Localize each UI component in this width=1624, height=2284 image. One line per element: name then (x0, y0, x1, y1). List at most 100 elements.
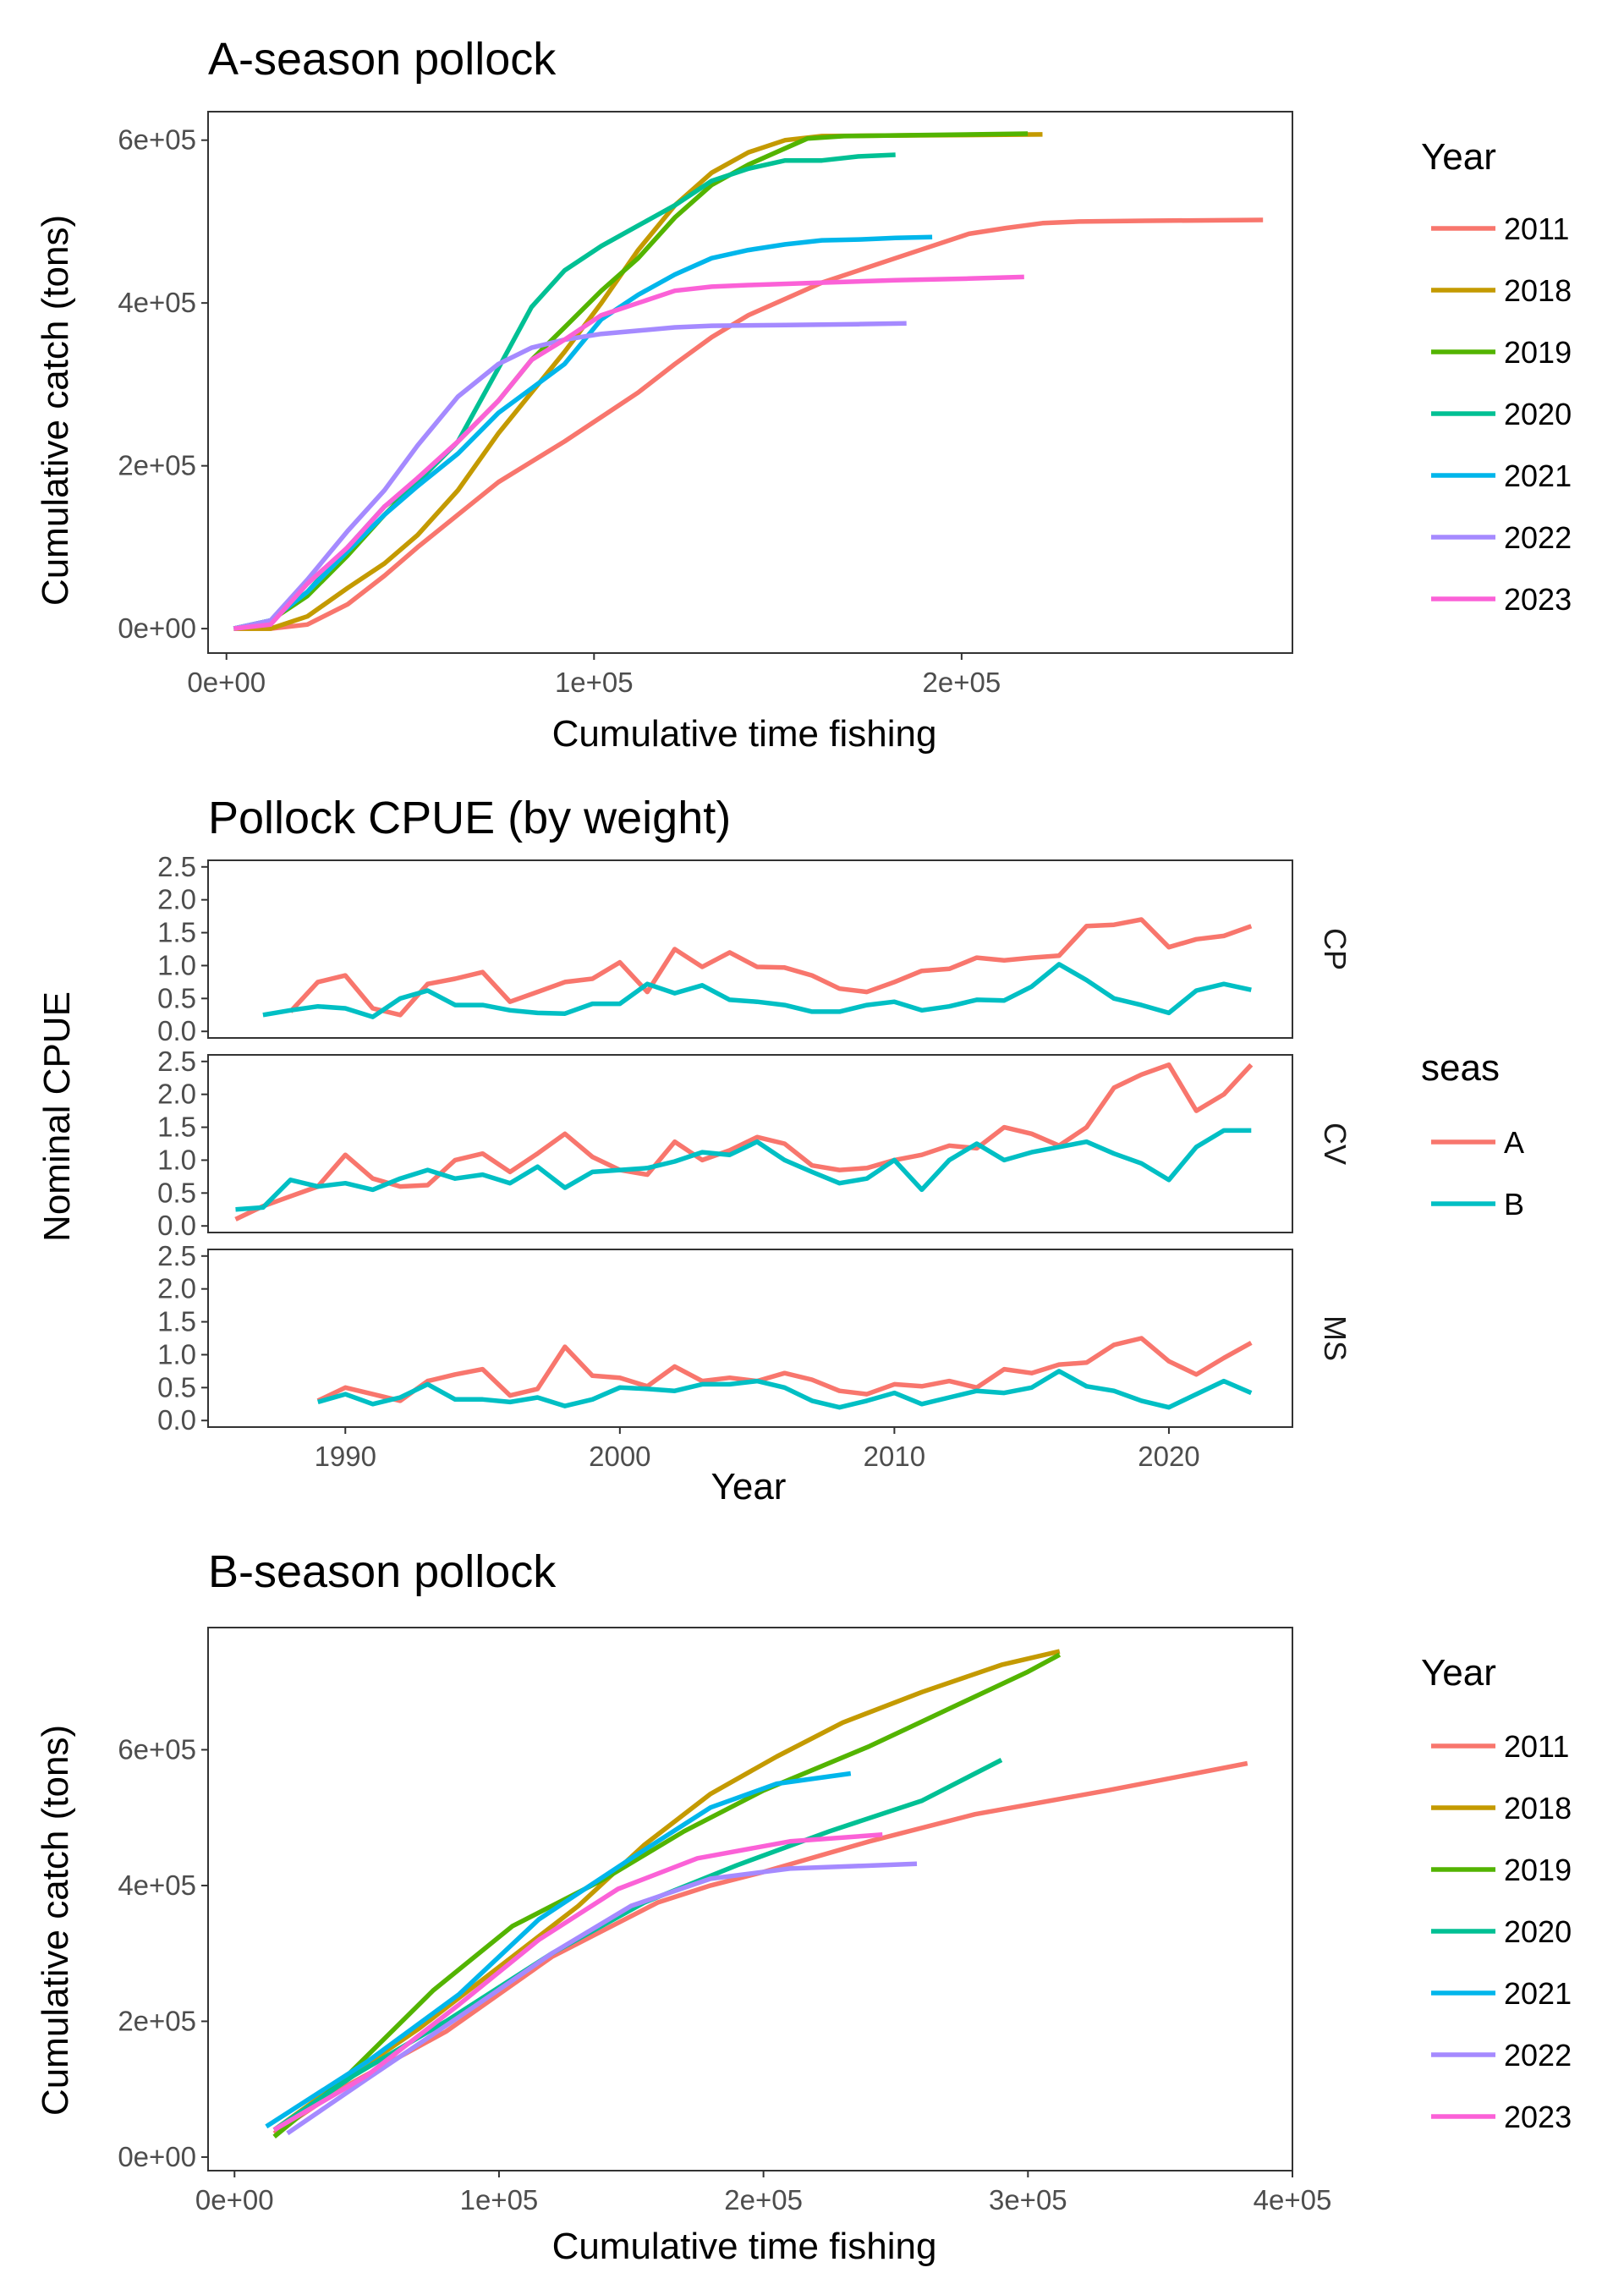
b-season-y-tick-label: 0e+00 (118, 2141, 196, 2172)
b-season-chart: B-season pollock Cumulative time fishing… (35, 1546, 1572, 2267)
a-season-line-2023 (233, 274, 1024, 631)
a-season-y-tick-label: 4e+05 (118, 287, 196, 318)
a-season-x-axis-title: Cumulative time fishing (552, 713, 937, 755)
b-season-legend-label-2018: 2018 (1504, 1791, 1572, 1826)
b-season-y-axis-title: Cumulative catch (tons) (35, 1725, 76, 2116)
b-season-axes: 0e+00 2e+05 4e+05 6e+05 0e+00 1e+05 2e+05 3e+05… (118, 1733, 1331, 2215)
b-season-legend-label-2022: 2022 (1504, 2038, 1572, 2073)
cpue-x-tick-label: 2020 (1138, 1441, 1199, 1472)
b-season-legend-label-2011: 2011 (1504, 1729, 1569, 1764)
cpue-x-axis-title: Year (711, 1466, 787, 1507)
a-season-line-2021 (233, 234, 933, 631)
b-season-x-tick-label: 4e+05 (1254, 2184, 1332, 2215)
cpue-y-tick-label: 2.5 (157, 1046, 196, 1077)
b-season-x-tick-label: 0e+00 (195, 2184, 274, 2215)
b-season-x-axis-title: Cumulative time fishing (552, 2226, 937, 2267)
a-season-line-2018 (233, 132, 1043, 631)
a-season-line-2022 (233, 321, 907, 631)
cpue-y-axis-title: Nominal CPUE (36, 991, 78, 1242)
cpue-y-tick-label: 1.5 (157, 917, 196, 948)
a-season-x-tick-label: 2e+05 (923, 667, 1001, 698)
cpue-y-tick-label: 0.5 (157, 982, 196, 1013)
b-season-line-2021 (265, 1771, 852, 2129)
cpue-line-cv-b (235, 1128, 1252, 1212)
a-season-legend-label-2022: 2022 (1504, 520, 1572, 555)
cpue-y-tick-label: 2.0 (157, 1273, 196, 1304)
cpue-line-cp-a (288, 917, 1253, 1018)
b-season-legend-label-2019: 2019 (1504, 1853, 1572, 1887)
cpue-facets: 0.00.51.01.52.02.5CP0.00.51.01.52.02.5CV… (157, 851, 1352, 1436)
cpue-y-tick-label: 1.0 (157, 949, 196, 980)
a-season-x-tick-label: 0e+00 (187, 667, 266, 698)
b-season-line-2023 (272, 1832, 883, 2133)
b-season-y-tick-label: 6e+05 (118, 1733, 196, 1765)
b-season-y-tick-label: 4e+05 (118, 1869, 196, 1901)
a-season-legend-label-2023: 2023 (1504, 582, 1572, 617)
cpue-facet-strip-label: MS (1318, 1315, 1352, 1361)
cpue-y-tick-label: 2.0 (157, 884, 196, 915)
cpue-y-tick-label: 1.5 (157, 1306, 196, 1337)
cpue-chart: Pollock CPUE (by weight) Year Nominal CP… (36, 793, 1524, 1507)
a-season-x-tick-label: 1e+05 (555, 667, 634, 698)
cpue-y-tick-label: 0.0 (157, 1210, 196, 1241)
cpue-line-cp-b (262, 962, 1252, 1019)
b-season-line-2011 (272, 1760, 1248, 2136)
cpue-legend-title: seas (1421, 1047, 1500, 1089)
cpue-line-ms-a (316, 1336, 1253, 1403)
b-season-legend: Year 2011 2018 2019 2020 2021 2022 2023 (1421, 1652, 1572, 2134)
a-season-legend-label-2018: 2018 (1504, 273, 1572, 308)
cpue-line-cv-a (234, 1062, 1254, 1222)
cpue-facet-border (207, 859, 1293, 1039)
b-season-x-tick-label: 1e+05 (460, 2184, 539, 2215)
a-season-series (233, 131, 1264, 631)
b-season-y-tick-label: 2e+05 (118, 2005, 196, 2036)
b-season-legend-label-2023: 2023 (1504, 2100, 1572, 2134)
cpue-legend-label-b: B (1504, 1187, 1524, 1222)
b-season-title: B-season pollock (208, 1546, 557, 1597)
cpue-y-tick-label: 0.0 (157, 1015, 196, 1046)
a-season-legend-label-2019: 2019 (1504, 335, 1572, 370)
cpue-facet-border (207, 1054, 1293, 1233)
cpue-x-axis: 1990 2000 2010 2020 (315, 1427, 1200, 1472)
cpue-facet-strip-label: CP (1318, 928, 1352, 970)
a-season-y-tick-label: 6e+05 (118, 124, 196, 156)
a-season-plot-border (207, 111, 1293, 654)
cpue-y-tick-label: 1.5 (157, 1112, 196, 1143)
cpue-legend-label-a: A (1504, 1125, 1524, 1160)
cpue-facet-ms: 0.00.51.01.52.02.5 MS (157, 1240, 1352, 1436)
a-season-title: A-season pollock (208, 34, 557, 85)
b-season-x-tick-label: 3e+05 (989, 2184, 1067, 2215)
b-season-line-2022 (286, 1861, 918, 2136)
b-season-legend-label-2020: 2020 (1504, 1914, 1572, 1949)
cpue-facet-cp: 0.00.51.01.52.02.5 CP (157, 851, 1352, 1046)
a-season-chart: A-season pollock Cumulative time fishing… (35, 34, 1572, 755)
b-season-legend-title: Year (1421, 1652, 1496, 1694)
a-season-y-tick-label: 2e+05 (118, 450, 196, 481)
b-season-line-2018 (272, 1649, 1061, 2133)
b-season-x-tick-label: 2e+05 (724, 2184, 803, 2215)
a-season-line-2011 (233, 217, 1264, 631)
cpue-y-tick-label: 0.5 (157, 1177, 196, 1208)
cpue-y-tick-label: 2.5 (157, 851, 196, 882)
cpue-y-tick-label: 2.0 (157, 1079, 196, 1110)
b-season-line-2019 (272, 1652, 1062, 2139)
cpue-y-tick-label: 1.0 (157, 1144, 196, 1175)
a-season-axes: 0e+00 2e+05 4e+05 6e+05 0e+00 1e+05 2e+05 (118, 124, 1001, 698)
cpue-x-tick-label: 2010 (864, 1441, 925, 1472)
cpue-facet-border (207, 1249, 1293, 1428)
cpue-x-tick-label: 2000 (589, 1441, 650, 1472)
cpue-y-tick-label: 2.5 (157, 1240, 196, 1271)
a-season-line-2019 (233, 131, 1029, 631)
a-season-y-axis-title: Cumulative catch (tons) (35, 215, 76, 606)
b-season-legend-label-2021: 2021 (1504, 1976, 1572, 2011)
cpue-y-tick-label: 1.0 (157, 1338, 196, 1370)
a-season-legend: Year 2011 2018 2019 2020 2021 2022 2023 (1421, 136, 1572, 617)
a-season-y-tick-label: 0e+00 (118, 612, 196, 644)
cpue-title: Pollock CPUE (by weight) (208, 793, 731, 843)
b-season-line-2020 (272, 1758, 1003, 2133)
b-season-series (265, 1649, 1248, 2139)
cpue-line-ms-b (317, 1369, 1253, 1410)
a-season-legend-label-2011: 2011 (1504, 211, 1569, 246)
cpue-facet-strip-label: CV (1318, 1123, 1352, 1165)
